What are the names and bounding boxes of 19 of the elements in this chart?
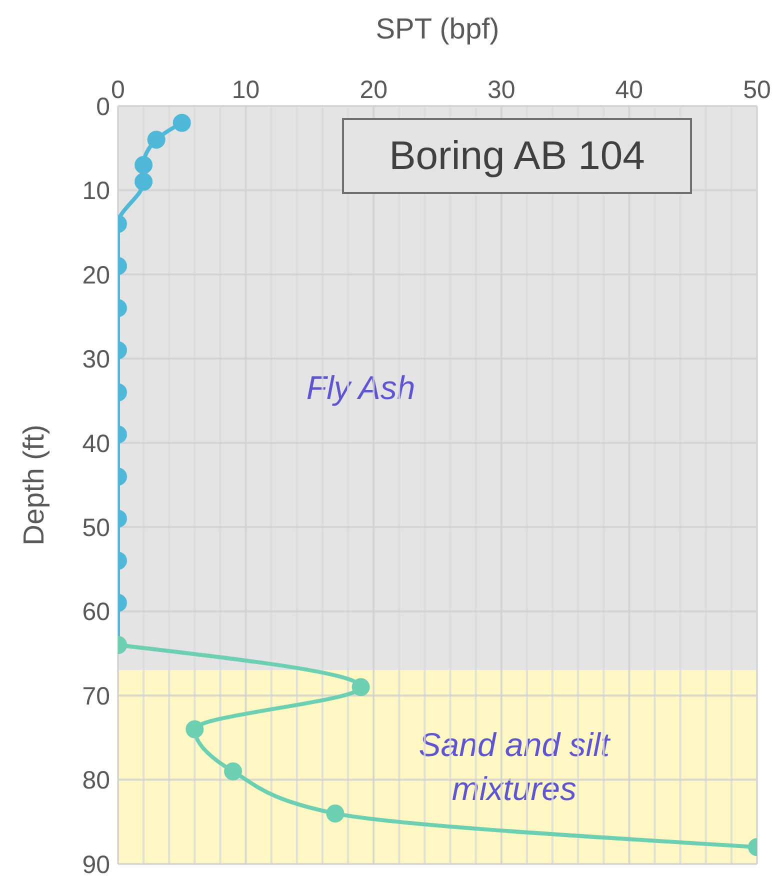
x-axis-title: SPT (bpf) — [376, 14, 500, 46]
x-tick-label: 40 — [615, 76, 644, 104]
y-tick-label: 60 — [82, 598, 110, 626]
x-tick-label: 20 — [360, 76, 388, 104]
y-axis-title: Depth (ft) — [18, 424, 51, 546]
text: Boring AB 104 — [342, 118, 692, 194]
y-tick-label: 50 — [82, 514, 110, 542]
band-label: Fly Ash — [306, 369, 416, 406]
y-tick-label: 90 — [82, 850, 110, 879]
x-tick-label: 10 — [232, 76, 260, 104]
x-tick-label: 50 — [743, 76, 771, 104]
band-label: Sand and silt mixtures — [418, 726, 612, 808]
y-tick-label: 30 — [82, 346, 110, 374]
y-tick-label: 20 — [82, 261, 110, 290]
y-tick-label: 40 — [82, 430, 110, 458]
y-tick-label: 80 — [82, 766, 110, 795]
y-tick-label: 70 — [82, 682, 110, 710]
x-tick-label: 30 — [487, 76, 516, 104]
y-tick-label: 10 — [82, 177, 110, 206]
